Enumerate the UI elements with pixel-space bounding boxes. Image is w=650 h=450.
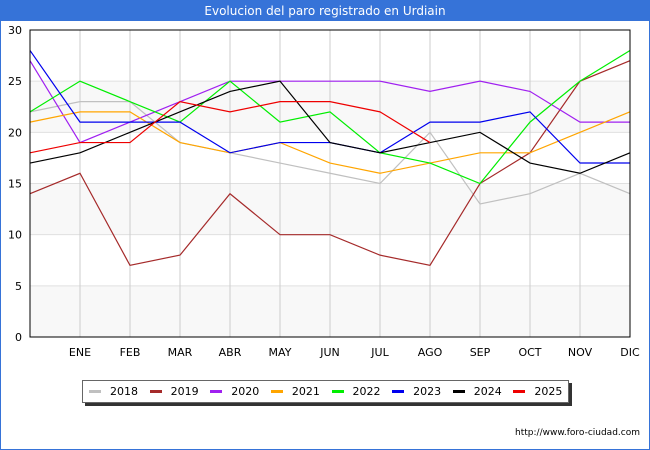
legend-label: 2025 (534, 385, 563, 398)
chart-title: Evolucion del paro registrado en Urdiain (204, 4, 446, 18)
x-tick-label: ENE (69, 346, 91, 359)
plot-border (29, 29, 631, 338)
legend-item-2021: 2021 (270, 385, 326, 398)
x-tick-label: FEB (120, 346, 141, 359)
x-tick-label: JUL (370, 346, 389, 359)
x-tick-label: DIC (620, 346, 640, 359)
source-credit: http://www.foro-ciudad.com (515, 428, 640, 438)
legend-label: 2022 (352, 385, 381, 398)
x-tick-label: ABR (219, 346, 242, 359)
legend-label: 2024 (473, 385, 502, 398)
legend-item-2023: 2023 (392, 385, 447, 398)
legend-label: 2019 (170, 385, 199, 398)
legend-swatch (270, 390, 283, 393)
legend-item-2019: 2019 (149, 385, 205, 398)
legend-swatch (392, 390, 405, 393)
legend-swatch (331, 390, 344, 393)
y-tick-label: 10 (8, 229, 22, 242)
legend-item-2022: 2022 (331, 385, 387, 398)
y-tick-label: 0 (15, 331, 22, 344)
legend-item-2020: 2020 (210, 385, 265, 398)
legend-label: 2021 (291, 385, 320, 398)
x-tick-label: OCT (518, 346, 541, 359)
legend-label: 2018 (110, 385, 138, 398)
legend-item-2018: 2018 (89, 385, 144, 398)
legend-swatch (513, 390, 526, 393)
legend: 2018 2019 2020 2021 2022 2023 2024 2025 (82, 380, 569, 403)
legend-swatch (89, 390, 101, 393)
legend-swatch (210, 390, 223, 393)
y-tick-label: 30 (8, 24, 22, 37)
x-tick-label: MAY (269, 346, 292, 359)
legend-item-2025: 2025 (513, 385, 568, 398)
x-tick-label: JUN (319, 346, 340, 359)
legend-swatch (149, 390, 162, 393)
x-tick-label: SEP (470, 346, 491, 359)
legend-item-2024: 2024 (452, 385, 508, 398)
legend-label: 2020 (231, 385, 260, 398)
x-tick-label: AGO (418, 346, 443, 359)
y-tick-label: 15 (8, 178, 22, 191)
y-tick-label: 5 (15, 280, 22, 293)
legend-swatch (452, 390, 465, 393)
y-tick-label: 25 (8, 75, 22, 88)
legend-label: 2023 (413, 385, 442, 398)
x-tick-label: MAR (168, 346, 193, 359)
y-tick-label: 20 (8, 126, 22, 139)
x-tick-label: NOV (568, 346, 593, 359)
